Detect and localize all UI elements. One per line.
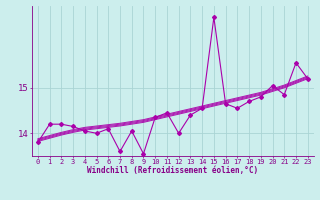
X-axis label: Windchill (Refroidissement éolien,°C): Windchill (Refroidissement éolien,°C)	[87, 166, 258, 175]
